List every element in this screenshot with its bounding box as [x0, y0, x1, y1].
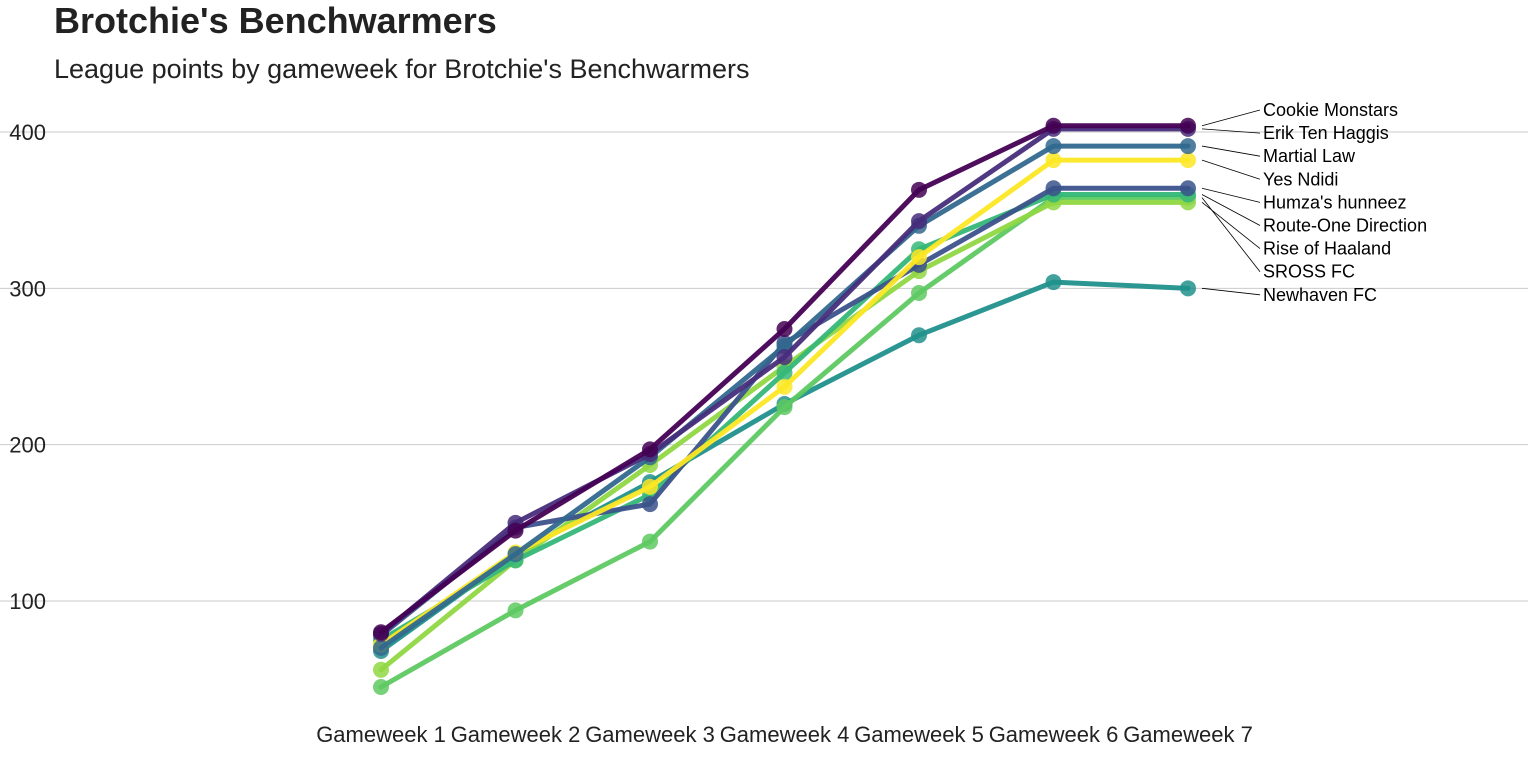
x-tick-label: Gameweek 7 — [1123, 722, 1253, 747]
data-point — [642, 533, 658, 550]
data-point — [507, 602, 524, 619]
data-point — [373, 639, 389, 656]
data-point — [1045, 180, 1062, 197]
series-label: Route-One Direction — [1263, 216, 1427, 236]
series-cookie-monstars — [373, 117, 1196, 641]
y-tick-label: 100 — [9, 589, 46, 614]
x-tick-label: Gameweek 5 — [854, 722, 984, 747]
x-tick-label: Gameweek 3 — [585, 722, 715, 747]
data-point — [507, 522, 524, 539]
series-label: Erik Ten Haggis — [1263, 123, 1389, 143]
series-label: Martial Law — [1263, 146, 1356, 166]
label-leader-line — [1201, 197, 1261, 272]
series-line — [378, 199, 1191, 673]
x-tick-label: Gameweek 1 — [316, 722, 446, 747]
data-point — [911, 181, 927, 198]
label-leader-line — [1201, 194, 1261, 226]
x-tick-label: Gameweek 4 — [720, 722, 850, 747]
data-point — [373, 624, 389, 641]
data-point — [1045, 138, 1062, 155]
series-line — [378, 195, 1191, 690]
x-axis-ticks: Gameweek 1 Gameweek 2 Gameweek 3 Gameweek 4… — [316, 722, 1253, 747]
x-tick-label: Gameweek 6 — [989, 722, 1119, 747]
series-label: Newhaven FC — [1263, 285, 1377, 305]
data-point — [776, 378, 793, 395]
data-point — [642, 496, 658, 513]
gridlines — [0, 131, 1528, 602]
data-point — [642, 441, 658, 458]
series-label: Cookie Monstars — [1263, 100, 1398, 120]
data-point — [1180, 117, 1196, 134]
label-leader-line — [1201, 187, 1261, 203]
data-point — [1045, 274, 1062, 291]
data-point — [373, 661, 389, 678]
data-point — [1180, 280, 1196, 297]
label-leader-line — [1201, 287, 1261, 296]
data-point — [776, 364, 793, 381]
data-point — [776, 349, 793, 366]
data-point — [911, 249, 927, 266]
data-point — [1180, 138, 1196, 155]
series-lines — [373, 117, 1196, 695]
data-point — [642, 478, 658, 495]
series-direct-labels: Cookie Monstars Erik Ten Haggis Martial La… — [1201, 100, 1427, 305]
y-tick-label: 400 — [9, 120, 46, 145]
series-rise-of-haaland — [373, 194, 1196, 678]
x-tick-label: Gameweek 2 — [451, 722, 581, 747]
series-label: Yes Ndidi — [1263, 169, 1338, 189]
data-point — [911, 213, 927, 230]
series-label: SROSS FC — [1263, 262, 1355, 282]
chart-title: Brotchie's Benchwarmers — [54, 0, 497, 41]
data-point — [911, 285, 927, 302]
data-point — [373, 678, 389, 695]
data-point — [776, 320, 793, 337]
data-point — [1045, 152, 1062, 169]
y-tick-label: 200 — [9, 433, 46, 458]
data-point — [776, 399, 793, 416]
series-sross-fc — [373, 189, 1196, 695]
data-point — [507, 546, 524, 563]
label-leader-line — [1201, 128, 1261, 134]
data-point — [911, 327, 927, 344]
chart-subtitle: League points by gameweek for Brotchie's… — [54, 54, 750, 84]
y-axis-ticks: 100 200 300 400 — [9, 120, 46, 614]
data-point — [1045, 117, 1062, 134]
data-point — [1180, 180, 1196, 197]
series-label: Humza's hunneez — [1263, 192, 1407, 212]
y-tick-label: 300 — [9, 276, 46, 301]
series-label: Rise of Haaland — [1263, 239, 1391, 259]
label-leader-line — [1201, 109, 1261, 127]
data-point — [1180, 152, 1196, 169]
label-leader-line — [1201, 159, 1261, 180]
label-leader-line — [1201, 145, 1261, 157]
